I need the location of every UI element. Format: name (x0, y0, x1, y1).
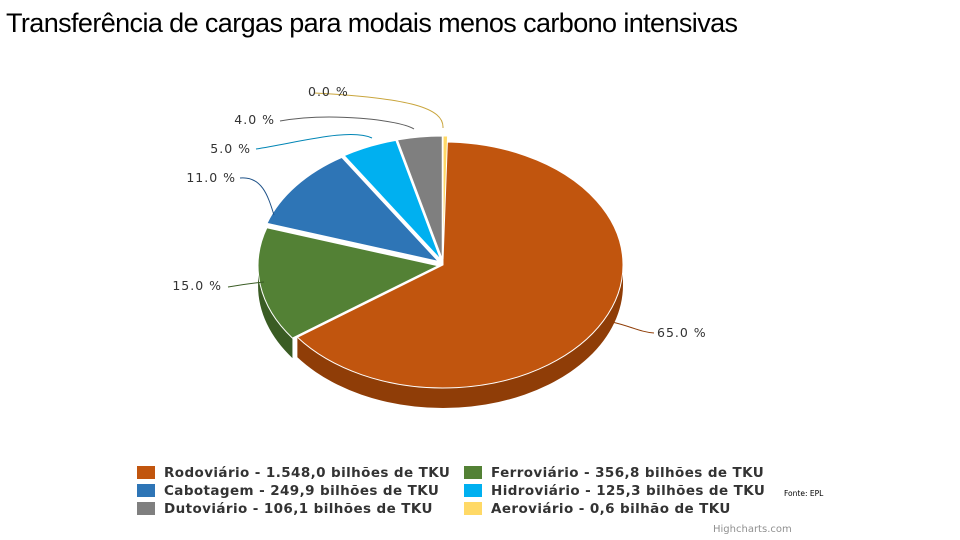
legend-label-cabotagem: Cabotagem - 249,9 bilhões de TKU (164, 482, 440, 499)
page-title: Transferência de cargas para modais meno… (6, 8, 738, 38)
label-connector-ferroviario (227, 281, 265, 288)
legend-swatch-dutoviario (137, 502, 155, 515)
legend-swatch-ferroviario (464, 466, 482, 479)
label-connector-dutoviario (279, 116, 415, 130)
legend-swatch-aeroviario (464, 502, 482, 515)
pie-slice-hidroviario[interactable] (343, 139, 442, 260)
legend-item-cabotagem[interactable]: Cabotagem - 249,9 bilhões de TKU (137, 482, 464, 499)
legend-label-ferroviario: Ferroviário - 356,8 bilhões de TKU (491, 464, 765, 481)
pie-side-ferroviario (258, 265, 293, 359)
data-label-hidroviario: 5.0 % (210, 141, 251, 156)
legend-item-aeroviario[interactable]: Aeroviário - 0,6 bilhão de TKU (464, 500, 784, 517)
pie-slice-cabotagem[interactable] (266, 156, 440, 263)
legend-label-hidroviario: Hidroviário - 125,3 bilhões de TKU (491, 482, 766, 499)
data-label-ferroviario: 15.0 % (172, 278, 222, 293)
data-label-dutoviario: 4.0 % (234, 112, 275, 127)
legend-item-ferroviario[interactable]: Ferroviário - 356,8 bilhões de TKU (464, 464, 784, 481)
label-connector-cabotagem (239, 177, 275, 216)
data-label-cabotagem: 11.0 % (186, 170, 236, 185)
pie-slice-aeroviario[interactable] (442, 135, 449, 260)
source-note: Fonte: EPL (784, 489, 824, 498)
chart-legend: Rodoviário - 1.548,0 bilhões de TKU Ferr… (137, 464, 777, 517)
legend-label-dutoviario: Dutoviário - 106,1 bilhões de TKU (164, 500, 433, 517)
legend-label-rodoviario: Rodoviário - 1.548,0 bilhões de TKU (164, 464, 451, 481)
pie-sides (258, 265, 623, 408)
highcharts-credits-link[interactable]: Highcharts.com (713, 524, 792, 535)
pie-slice-rodoviario[interactable] (296, 141, 624, 389)
legend-swatch-cabotagem (137, 484, 155, 497)
pie-tops (257, 135, 624, 389)
pie-slice-dutoviario[interactable] (396, 135, 443, 260)
label-connector-rodoviario (611, 321, 655, 334)
pie-slice-ferroviario[interactable] (257, 227, 440, 339)
data-label-aeroviario: 0.0 % (308, 84, 349, 99)
label-connector-aeroviario (313, 92, 444, 129)
label-connector-hidroviario (255, 134, 373, 150)
legend-swatch-hidroviario (464, 484, 482, 497)
pie-side-rodoviario (297, 265, 623, 408)
legend-label-aeroviario: Aeroviário - 0,6 bilhão de TKU (491, 500, 731, 517)
legend-item-hidroviario[interactable]: Hidroviário - 125,3 bilhões de TKU (464, 482, 784, 499)
legend-item-dutoviario[interactable]: Dutoviário - 106,1 bilhões de TKU (137, 500, 464, 517)
data-label-rodoviario: 65.0 % (657, 325, 707, 340)
pie-labels: 65.0 % 15.0 % 11.0 % 5.0 % 4.0 % 0.0 % (172, 84, 707, 340)
legend-swatch-rodoviario (137, 466, 155, 479)
legend-item-rodoviario[interactable]: Rodoviário - 1.548,0 bilhões de TKU (137, 464, 464, 481)
